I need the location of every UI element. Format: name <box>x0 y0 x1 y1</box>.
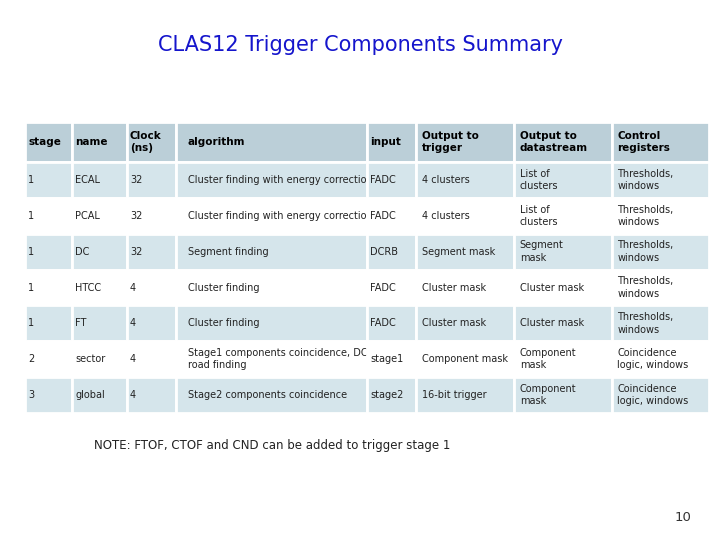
Text: 4: 4 <box>130 390 136 400</box>
Text: global: global <box>75 390 105 400</box>
Text: stage1: stage1 <box>370 354 403 364</box>
Text: 4: 4 <box>130 354 136 364</box>
Text: FADC: FADC <box>370 282 396 293</box>
Text: Cluster finding: Cluster finding <box>188 319 259 328</box>
Text: 2: 2 <box>28 354 35 364</box>
Text: 1: 1 <box>28 247 34 256</box>
Text: Output to
trigger: Output to trigger <box>422 131 479 153</box>
Text: List of
clusters: List of clusters <box>520 205 559 227</box>
Text: 1: 1 <box>28 175 34 185</box>
Text: Thresholds,
windows: Thresholds, windows <box>618 168 674 191</box>
Text: Clock
(ns): Clock (ns) <box>130 131 162 153</box>
Text: 4 clusters: 4 clusters <box>422 175 470 185</box>
Text: Cluster finding with energy correction: Cluster finding with energy correction <box>188 175 372 185</box>
Text: FADC: FADC <box>370 319 396 328</box>
Text: 32: 32 <box>130 175 143 185</box>
Text: Cluster mask: Cluster mask <box>422 319 487 328</box>
Text: sector: sector <box>75 354 105 364</box>
Text: DC: DC <box>75 247 89 256</box>
Text: Thresholds,
windows: Thresholds, windows <box>618 240 674 263</box>
Text: 4 clusters: 4 clusters <box>422 211 470 221</box>
Text: 1: 1 <box>28 319 34 328</box>
Text: 4: 4 <box>130 282 136 293</box>
Text: PCAL: PCAL <box>75 211 100 221</box>
Text: stage: stage <box>28 137 61 147</box>
Text: Segment finding: Segment finding <box>188 247 269 256</box>
Text: 10: 10 <box>675 511 691 524</box>
Text: Stage1 components coincidence, DC
road finding: Stage1 components coincidence, DC road f… <box>188 348 367 370</box>
Text: Stage2 components coincidence: Stage2 components coincidence <box>188 390 347 400</box>
Text: Cluster mask: Cluster mask <box>422 282 487 293</box>
Text: Component mask: Component mask <box>422 354 508 364</box>
Text: 3: 3 <box>28 390 34 400</box>
Text: 4: 4 <box>130 319 136 328</box>
Text: Cluster mask: Cluster mask <box>520 282 584 293</box>
Text: 16-bit trigger: 16-bit trigger <box>422 390 487 400</box>
Text: algorithm: algorithm <box>188 137 246 147</box>
Text: Thresholds,
windows: Thresholds, windows <box>618 205 674 227</box>
Text: Control
registers: Control registers <box>618 131 670 153</box>
Text: ECAL: ECAL <box>75 175 100 185</box>
Text: 1: 1 <box>28 282 34 293</box>
Text: Coincidence
logic, windows: Coincidence logic, windows <box>618 384 689 407</box>
Text: HTCC: HTCC <box>75 282 102 293</box>
Text: Output to
datastream: Output to datastream <box>520 131 588 153</box>
Text: Segment
mask: Segment mask <box>520 240 564 263</box>
Text: Segment mask: Segment mask <box>422 247 495 256</box>
Text: Coincidence
logic, windows: Coincidence logic, windows <box>618 348 689 370</box>
Text: DCRB: DCRB <box>370 247 398 256</box>
Text: FT: FT <box>75 319 86 328</box>
Text: Thresholds,
windows: Thresholds, windows <box>618 276 674 299</box>
Text: Cluster mask: Cluster mask <box>520 319 584 328</box>
Text: Component
mask: Component mask <box>520 384 577 407</box>
Text: Cluster finding: Cluster finding <box>188 282 259 293</box>
Text: FADC: FADC <box>370 175 396 185</box>
Text: CLAS12 Trigger Components Summary: CLAS12 Trigger Components Summary <box>158 35 562 55</box>
Text: List of
clusters: List of clusters <box>520 168 559 191</box>
Text: Component
mask: Component mask <box>520 348 577 370</box>
Text: Thresholds,
windows: Thresholds, windows <box>618 312 674 335</box>
Text: FADC: FADC <box>370 211 396 221</box>
Text: stage2: stage2 <box>370 390 403 400</box>
Text: NOTE: FTOF, CTOF and CND can be added to trigger stage 1: NOTE: FTOF, CTOF and CND can be added to… <box>94 439 450 452</box>
Text: input: input <box>370 137 401 147</box>
Text: 32: 32 <box>130 211 143 221</box>
Text: Cluster finding with energy correction: Cluster finding with energy correction <box>188 211 372 221</box>
Text: name: name <box>75 137 108 147</box>
Text: 32: 32 <box>130 247 143 256</box>
Text: 1: 1 <box>28 211 34 221</box>
